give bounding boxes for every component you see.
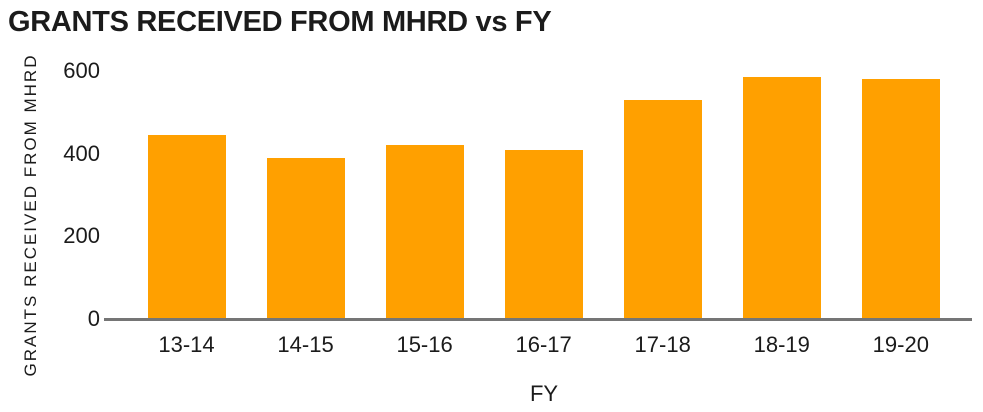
y-tick-label: 600 bbox=[63, 58, 100, 83]
x-tick-label: 16-17 bbox=[515, 332, 572, 357]
chart-title: GRANTS RECEIVED FROM MHRD vs FY bbox=[8, 6, 552, 38]
bar-17-18 bbox=[623, 99, 702, 319]
bar-13-14 bbox=[147, 135, 226, 319]
bar-15-16 bbox=[385, 145, 464, 319]
bar-18-19 bbox=[742, 77, 821, 319]
y-tick-label: 200 bbox=[63, 223, 100, 249]
x-axis-line bbox=[104, 318, 972, 321]
y-tick-label: 400 bbox=[63, 140, 100, 166]
x-tick-label: 19-20 bbox=[872, 332, 929, 357]
bar-19-20 bbox=[861, 79, 940, 319]
x-tick-label: 18-19 bbox=[753, 332, 810, 357]
x-axis-title: FY bbox=[529, 381, 559, 406]
x-tick-label: 13-14 bbox=[158, 332, 215, 357]
bar-14-15 bbox=[266, 157, 345, 319]
y-tick-label: 0 bbox=[87, 306, 100, 331]
x-tick-label: 14-15 bbox=[277, 332, 334, 357]
bar-16-17 bbox=[504, 149, 583, 319]
x-tick-label: 17-18 bbox=[634, 332, 691, 357]
x-tick-label: 15-16 bbox=[396, 332, 453, 357]
